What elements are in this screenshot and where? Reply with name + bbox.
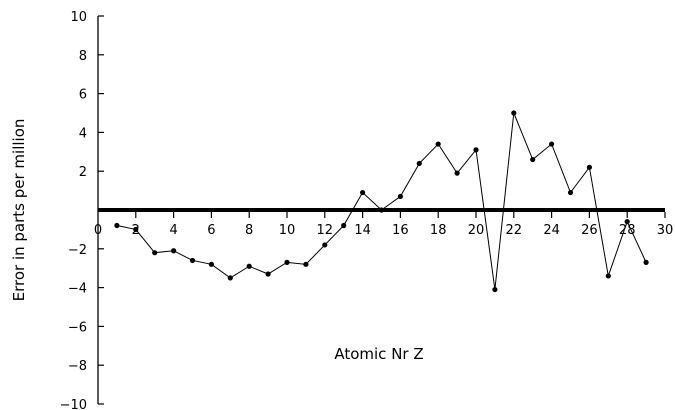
- x-tick-label: 8: [245, 223, 253, 238]
- data-point: [171, 248, 177, 254]
- data-point: [454, 170, 460, 176]
- x-tick-label: 4: [169, 223, 177, 238]
- x-tick-label: 16: [392, 223, 409, 238]
- data-point: [152, 250, 158, 256]
- data-point: [114, 222, 120, 229]
- data-point: [322, 242, 328, 248]
- x-tick-label: 20: [468, 223, 485, 238]
- x-tick-label: 30: [657, 223, 674, 238]
- x-tick-label: 12: [317, 223, 334, 238]
- x-tick-label: 22: [506, 223, 523, 238]
- data-point: [416, 160, 422, 167]
- data-point: [605, 273, 611, 279]
- x-tick-label: 18: [430, 223, 447, 238]
- data-point: [133, 226, 139, 232]
- y-tick-label: −6: [68, 320, 87, 335]
- data-point: [530, 156, 536, 163]
- data-point: [473, 147, 479, 153]
- data-point: [360, 189, 366, 196]
- x-tick-label: 28: [619, 223, 636, 238]
- x-tick-label: 26: [581, 223, 598, 238]
- y-tick-label: −2: [68, 243, 87, 258]
- x-tick-label: 24: [543, 223, 560, 238]
- x-tick-label: 0: [94, 223, 102, 238]
- data-point: [227, 275, 233, 281]
- y-tick-label: 4: [79, 126, 87, 141]
- data-point: [624, 219, 630, 225]
- x-axis-title: Atomic Nr Z: [334, 345, 423, 363]
- data-point: [189, 257, 196, 264]
- series-line: [116, 112, 647, 290]
- data-point: [643, 259, 649, 265]
- data-point: [378, 207, 385, 213]
- data-point: [341, 222, 347, 229]
- ticks: 108642−2−4−6−8−1002468101214161820222426…: [60, 10, 674, 410]
- data-point: [246, 263, 252, 269]
- y-axis-title: Error in parts per million: [10, 119, 28, 302]
- data-point: [549, 141, 555, 147]
- y-tick-label: 10: [70, 10, 87, 25]
- y-tick-label: −10: [60, 398, 87, 410]
- data-point: [284, 259, 290, 265]
- data-point: [303, 261, 309, 267]
- y-tick-label: 8: [79, 49, 87, 64]
- x-tick-label: 10: [279, 223, 296, 238]
- data-point: [397, 193, 403, 200]
- y-tick-label: 2: [79, 165, 87, 180]
- x-tick-label: 14: [354, 223, 371, 238]
- data-point: [265, 271, 271, 277]
- y-tick-label: −8: [68, 359, 87, 374]
- data-point: [567, 189, 574, 196]
- data-point: [511, 110, 517, 116]
- data-point: [435, 141, 441, 147]
- data-point: [586, 164, 593, 170]
- y-tick-label: 6: [79, 88, 87, 103]
- series: [114, 110, 649, 293]
- data-point: [492, 286, 498, 293]
- data-point: [208, 261, 214, 267]
- y-tick-label: −4: [68, 282, 87, 297]
- x-tick-label: 6: [207, 223, 215, 238]
